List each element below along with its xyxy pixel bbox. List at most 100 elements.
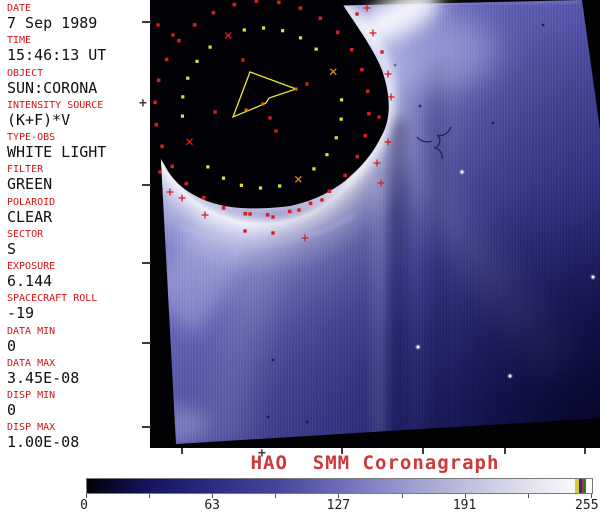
fiducial-dot [265,213,270,217]
fiducial-dot [206,165,210,169]
colorbar-tick [338,494,340,498]
fiducial-dot [261,26,266,30]
fiducial-dot [243,229,247,233]
fiducial-dot [314,47,318,51]
fiducial-dot [355,154,360,159]
colorbar-tick [86,494,87,498]
fiducial-dot [164,57,169,62]
fiducial-dot [160,144,164,149]
metadata-label: TYPE-OBS [7,132,56,143]
image-caption: HAO SMM Coronagraph [250,452,500,474]
colorbar-axis: 0 63 127 191 255 [80,494,599,512]
colorbar-tick [275,494,277,498]
metadata-field-sector: SECTOR S [7,229,149,257]
colorbar-reference-stripe [578,479,582,493]
dark-speck [558,353,562,357]
fiducial-dot [327,189,332,193]
frame-tick-left [142,342,151,344]
fiducial-plus [301,234,309,242]
pointer-node [261,102,265,106]
fiducial-dot [158,170,162,174]
star-points [415,169,596,379]
metadata-value: WHITE LIGHT [7,143,107,161]
occulting-disk [150,0,389,209]
fiducial-cross [294,175,302,183]
metadata-field-date: DATE 7 Sep 1989 [7,3,149,31]
colorbar-reference-stripe [574,479,579,493]
metadata-label: OBJECT [7,67,44,79]
fiducial-dot [355,12,359,16]
fiducial-dot [156,78,161,83]
metadata-field-spacecraft-roll: SPACECRAFT ROLL -19 [7,293,149,321]
fiducial-plus [377,179,385,187]
colorbar-tick-label: 255 [575,498,599,512]
star-point [460,170,464,174]
fiducial-plus [166,188,174,196]
metadata-value: SUN:CORONA [7,78,98,97]
fiducial-cross [186,138,193,146]
metadata-label: DATE [7,3,32,14]
fiducial-dot [271,215,275,219]
fiducial-dot [221,206,226,210]
pointer-polygon [231,71,298,119]
fiducial-dot [258,186,263,190]
fiducial-dot [192,23,197,27]
fiducial-plus [178,194,186,202]
fiducial-dot [195,59,199,63]
dark-speck [266,415,270,419]
metadata-label: SECTOR [7,228,44,240]
metadata-label: DATA MIN [7,325,56,337]
fiducial-plus [369,29,377,37]
fiducial-dot [339,117,343,121]
fiducial-dot [208,45,212,49]
colorbar-tick [149,494,151,498]
metadata-label: POLAROID [7,196,56,208]
metadata-value: 7 Sep 1989 [7,14,98,32]
metadata-value: 0 [7,401,17,419]
fiducial-dot [343,173,347,178]
fiducial-dot [242,28,246,32]
colorbar-tick [527,494,529,498]
colorbar-tick [464,494,466,498]
metadata-field-data-max: DATA MAX 3.45E-08 [7,358,149,386]
metadata-label: EXPOSURE [7,261,56,272]
fiducial-dot [278,184,282,188]
fiducial-dot [377,115,381,119]
fiducial-dot [180,114,185,118]
colorbar-gradient [87,479,592,493]
metadata-field-filter: FILTER GREEN [7,164,149,192]
frame-tick-bottom [181,448,183,454]
fiducial-dot [312,167,316,171]
fiducial-dot [297,208,301,212]
fiducial-dot [154,122,159,127]
fiducial-dot [241,58,245,62]
metadata-field-polaroid: POLAROID CLEAR [7,197,149,225]
metadata-value: 0 [7,336,17,355]
fiducial-marks [153,0,395,242]
metadata-field-exposure: EXPOSURE 6.144 [7,261,149,289]
fiducial-dot [298,6,303,10]
fiducial-dot [325,153,329,157]
colorbar-tick [590,494,592,498]
metadata-field-disp-max: DISP MAX 1.00E-08 [7,422,149,450]
metadata-label: DISP MAX [7,422,56,434]
fiducial-dot [318,16,323,21]
frame-tick-bottom [584,448,586,454]
fiducial-dot [274,129,278,133]
colorbar-tick [401,494,403,498]
fiducial-dot [287,209,292,214]
metadata-field-intensity-source: INTENSITY SOURCE (K+F)*V [7,100,149,128]
fiducial-dot [213,110,217,114]
fiducial-dot [239,183,243,187]
fiducial-dot [276,0,281,5]
metadata-value: GREEN [7,175,53,194]
colorbar-tick-label: 63 [204,498,221,512]
metadata-value: -19 [7,304,35,323]
metadata-label: FILTER [7,164,44,176]
dark-speck [491,121,495,125]
fiducial-plus [363,4,371,12]
fiducial-dot [365,89,370,94]
frame-tick-left [142,184,151,186]
metadata-value: CLEAR [7,207,53,226]
